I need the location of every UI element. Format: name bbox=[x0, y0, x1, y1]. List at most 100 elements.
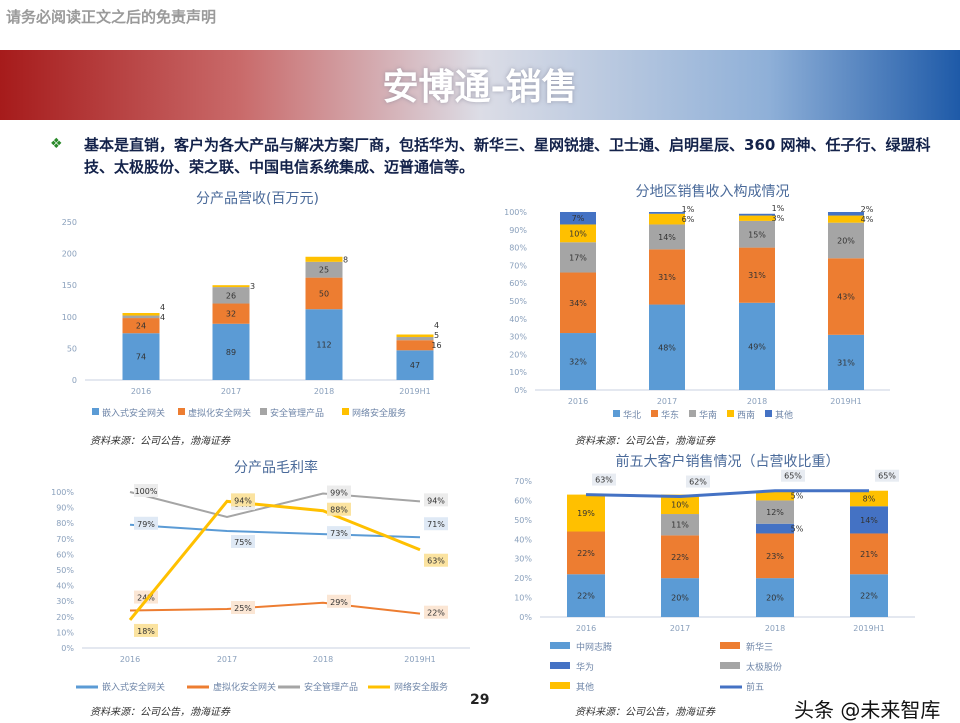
y-tick-label: 80% bbox=[509, 244, 527, 253]
line-series bbox=[585, 489, 869, 499]
page-number: 29 bbox=[470, 692, 490, 708]
data-label: 47 bbox=[410, 361, 420, 370]
data-label: 31% bbox=[748, 271, 766, 280]
data-label: 94% bbox=[234, 496, 252, 505]
bar-segment bbox=[649, 304, 685, 390]
legend-label: 华为 bbox=[576, 661, 594, 673]
bar-segment bbox=[850, 490, 888, 507]
bar-segment bbox=[756, 578, 794, 617]
x-tick-label: 2019H1 bbox=[404, 655, 435, 664]
diamond-bullet-icon: ❖ bbox=[50, 136, 63, 152]
data-label-bg bbox=[134, 516, 158, 530]
data-label: 17% bbox=[569, 253, 587, 262]
data-label: 11% bbox=[671, 521, 689, 530]
bar-segment bbox=[850, 533, 888, 575]
data-label-bg bbox=[231, 601, 255, 614]
data-label: 31% bbox=[837, 358, 855, 367]
bar-segment bbox=[212, 323, 250, 380]
bar-segment bbox=[739, 213, 775, 216]
legend-label: 安全管理产品 bbox=[304, 681, 358, 693]
data-label: 3% bbox=[772, 214, 785, 223]
data-label-bg bbox=[327, 502, 351, 516]
chart-title: 分产品毛利率 bbox=[234, 459, 318, 476]
data-label-bg bbox=[424, 553, 448, 567]
bar-segment bbox=[396, 334, 434, 338]
bar-segment bbox=[649, 249, 685, 305]
y-tick-label: 90% bbox=[56, 504, 74, 513]
y-tick-label: 0% bbox=[519, 613, 532, 622]
data-label-bg bbox=[781, 469, 805, 482]
bar-segment bbox=[828, 258, 864, 335]
x-tick-label: 2018 bbox=[765, 624, 785, 633]
source-note: 资料来源：公司公告，渤海证券 bbox=[575, 706, 716, 718]
y-tick-label: 100% bbox=[51, 488, 74, 497]
data-label: 8 bbox=[343, 255, 348, 264]
bar-segment bbox=[122, 315, 160, 319]
data-label: 14% bbox=[860, 516, 878, 525]
data-label: 89 bbox=[226, 348, 236, 357]
x-tick-label: 2019H1 bbox=[399, 387, 430, 396]
data-label: 25 bbox=[319, 266, 329, 275]
bar-segment bbox=[756, 533, 794, 579]
x-tick-label: 2017 bbox=[670, 624, 690, 633]
legend-swatch bbox=[550, 682, 570, 689]
x-tick-label: 2016 bbox=[568, 397, 588, 406]
bar-segment bbox=[212, 285, 250, 288]
data-label: 74 bbox=[136, 353, 146, 362]
data-label: 22% bbox=[577, 592, 595, 601]
bar-segment bbox=[756, 500, 794, 524]
legend-label: 网络安全服务 bbox=[352, 407, 406, 419]
data-label: 20% bbox=[671, 594, 689, 603]
legend-swatch bbox=[689, 410, 696, 417]
data-label-bg bbox=[327, 526, 351, 540]
x-tick-label: 2018 bbox=[314, 387, 334, 396]
y-tick-label: 30% bbox=[509, 333, 527, 342]
data-label: 29% bbox=[330, 598, 348, 607]
bar-segment bbox=[661, 514, 699, 536]
legend-label: 中网志腾 bbox=[576, 641, 612, 653]
legend-swatch bbox=[550, 642, 570, 649]
watermark: 头条 @未来智库 bbox=[790, 694, 945, 723]
legend-label: 嵌入式安全网关 bbox=[102, 681, 165, 693]
bar-segment bbox=[396, 350, 434, 380]
data-label: 10% bbox=[569, 229, 587, 238]
legend-label: 华南 bbox=[699, 409, 717, 421]
bar-segment bbox=[739, 247, 775, 303]
legend-label: 网络安全服务 bbox=[394, 681, 448, 693]
data-label: 24 bbox=[136, 322, 146, 331]
data-label: 32 bbox=[226, 310, 236, 319]
y-tick-label: 60% bbox=[56, 550, 74, 559]
bar-segment bbox=[212, 287, 250, 304]
data-label: 71% bbox=[427, 520, 445, 529]
y-tick-label: 10% bbox=[56, 628, 74, 637]
y-tick-label: 20% bbox=[514, 574, 532, 583]
y-tick-label: 200 bbox=[62, 250, 77, 259]
x-tick-label: 2019H1 bbox=[853, 624, 884, 633]
bar-segment bbox=[560, 212, 596, 225]
data-label: 94% bbox=[427, 496, 445, 505]
data-label: 16 bbox=[431, 341, 441, 350]
data-label: 10% bbox=[671, 500, 689, 509]
bar-segment bbox=[850, 574, 888, 617]
x-tick-label: 2016 bbox=[131, 387, 151, 396]
y-tick-label: 80% bbox=[56, 519, 74, 528]
legend-label: 太极股份 bbox=[746, 661, 782, 673]
data-label-bg bbox=[327, 485, 351, 499]
data-label: 31% bbox=[658, 273, 676, 282]
line-series bbox=[129, 601, 421, 615]
source-note: 资料来源：公司公告，渤海证券 bbox=[90, 706, 231, 718]
y-tick-label: 150 bbox=[62, 281, 77, 290]
data-label: 49% bbox=[748, 342, 766, 351]
bar-segment bbox=[396, 340, 434, 351]
bar-segment bbox=[661, 494, 699, 515]
bar-segment bbox=[305, 256, 343, 262]
legend-label: 新华三 bbox=[746, 641, 773, 653]
y-tick-label: 20% bbox=[56, 613, 74, 622]
bar-segment bbox=[739, 220, 775, 248]
legend-label: 西南 bbox=[737, 409, 755, 421]
line-series bbox=[129, 523, 421, 539]
data-label: 18% bbox=[137, 627, 155, 636]
x-tick-label: 2016 bbox=[576, 624, 596, 633]
y-tick-label: 90% bbox=[509, 226, 527, 235]
